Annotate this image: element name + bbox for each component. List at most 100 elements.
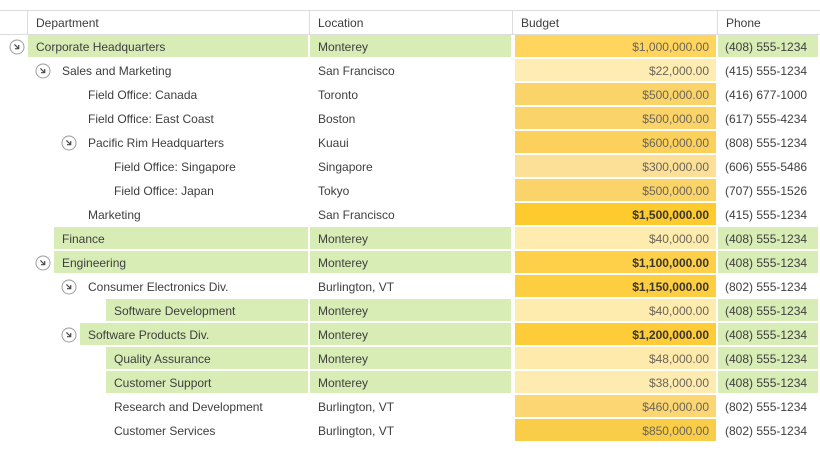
tree-indent: [0, 251, 54, 275]
table-row[interactable]: Consumer Electronics Div. Burlington, VT $…: [0, 275, 820, 299]
location-cell[interactable]: Burlington, VT: [310, 419, 513, 443]
phone-cell[interactable]: (408) 555-1234: [718, 35, 820, 59]
location-cell[interactable]: Monterey: [310, 371, 513, 395]
phone-cell[interactable]: (415) 555-1234: [718, 203, 820, 227]
table-row[interactable]: Field Office: Japan Tokyo $500,000.00 (707)…: [0, 179, 820, 203]
table-row[interactable]: Sales and Marketing San Francisco $22,000.…: [0, 59, 820, 83]
budget-cell[interactable]: $1,100,000.00: [513, 251, 718, 275]
phone-cell[interactable]: (617) 555-4234: [718, 107, 820, 131]
budget-cell[interactable]: $850,000.00: [513, 419, 718, 443]
phone-cell[interactable]: (408) 555-1234: [718, 299, 820, 323]
department-cell[interactable]: Field Office: Singapore: [106, 155, 310, 179]
location-cell[interactable]: Monterey: [310, 323, 513, 347]
table-row[interactable]: Customer Services Burlington, VT $850,000.…: [0, 419, 820, 443]
phone-cell[interactable]: (416) 677-1000: [718, 83, 820, 107]
tree-indent: [0, 323, 80, 347]
budget-cell[interactable]: $600,000.00: [513, 131, 718, 155]
budget-cell[interactable]: $48,000.00: [513, 347, 718, 371]
location-cell[interactable]: Monterey: [310, 251, 513, 275]
tree-indent: [0, 107, 80, 131]
table-row[interactable]: Engineering Monterey $1,100,000.00 (408) 55…: [0, 251, 820, 275]
location-cell[interactable]: Boston: [310, 107, 513, 131]
department-cell[interactable]: Field Office: Canada: [80, 83, 310, 107]
department-cell[interactable]: Software Products Div.: [80, 323, 310, 347]
phone-cell[interactable]: (802) 555-1234: [718, 275, 820, 299]
budget-cell[interactable]: $1,000,000.00: [513, 35, 718, 59]
budget-cell[interactable]: $38,000.00: [513, 371, 718, 395]
collapse-node-icon[interactable]: [9, 39, 25, 55]
location-cell[interactable]: San Francisco: [310, 59, 513, 83]
location-cell[interactable]: Monterey: [310, 347, 513, 371]
budget-cell[interactable]: $500,000.00: [513, 107, 718, 131]
collapse-node-icon[interactable]: [35, 63, 51, 79]
budget-cell[interactable]: $1,500,000.00: [513, 203, 718, 227]
phone-cell[interactable]: (415) 555-1234: [718, 59, 820, 83]
collapse-node-icon[interactable]: [61, 327, 77, 343]
phone-cell[interactable]: (408) 555-1234: [718, 371, 820, 395]
department-cell[interactable]: Quality Assurance: [106, 347, 310, 371]
table-row[interactable]: Software Products Div. Monterey $1,200,000…: [0, 323, 820, 347]
phone-cell[interactable]: (408) 555-1234: [718, 227, 820, 251]
phone-cell[interactable]: (408) 555-1234: [718, 251, 820, 275]
budget-cell[interactable]: $460,000.00: [513, 395, 718, 419]
table-row[interactable]: Software Development Monterey $40,000.00 (4…: [0, 299, 820, 323]
phone-cell[interactable]: (408) 555-1234: [718, 347, 820, 371]
location-cell[interactable]: Kuaui: [310, 131, 513, 155]
location-cell[interactable]: Singapore: [310, 155, 513, 179]
phone-cell[interactable]: (802) 555-1234: [718, 395, 820, 419]
department-cell[interactable]: Corporate Headquarters: [28, 35, 310, 59]
phone-cell[interactable]: (808) 555-1234: [718, 131, 820, 155]
table-row[interactable]: Finance Monterey $40,000.00 (408) 555-1234: [0, 227, 820, 251]
department-cell[interactable]: Field Office: Japan: [106, 179, 310, 203]
department-cell[interactable]: Research and Development: [106, 395, 310, 419]
department-cell[interactable]: Finance: [54, 227, 310, 251]
collapse-node-icon[interactable]: [61, 135, 77, 151]
table-row[interactable]: Corporate Headquarters Monterey $1,000,000…: [0, 35, 820, 59]
department-cell[interactable]: Pacific Rim Headquarters: [80, 131, 310, 155]
budget-cell[interactable]: $1,200,000.00: [513, 323, 718, 347]
department-cell[interactable]: Sales and Marketing: [54, 59, 310, 83]
collapse-node-icon[interactable]: [35, 255, 51, 271]
table-row[interactable]: Field Office: East Coast Boston $500,000.0…: [0, 107, 820, 131]
table-row[interactable]: Marketing San Francisco $1,500,000.00 (415)…: [0, 203, 820, 227]
phone-cell[interactable]: (408) 555-1234: [718, 323, 820, 347]
table-row[interactable]: Customer Support Monterey $38,000.00 (408) …: [0, 371, 820, 395]
department-cell[interactable]: Customer Services: [106, 419, 310, 443]
table-row[interactable]: Quality Assurance Monterey $48,000.00 (408)…: [0, 347, 820, 371]
location-cell[interactable]: Burlington, VT: [310, 395, 513, 419]
location-cell[interactable]: Tokyo: [310, 179, 513, 203]
column-header-phone[interactable]: Phone: [726, 15, 761, 30]
department-cell[interactable]: Consumer Electronics Div.: [80, 275, 310, 299]
phone-cell[interactable]: (707) 555-1526: [718, 179, 820, 203]
table-row[interactable]: Pacific Rim Headquarters Kuaui $600,000.00…: [0, 131, 820, 155]
tree-indent: [0, 155, 106, 179]
phone-cell[interactable]: (606) 555-5486: [718, 155, 820, 179]
budget-cell[interactable]: $300,000.00: [513, 155, 718, 179]
table-row[interactable]: Field Office: Singapore Singapore $300,000…: [0, 155, 820, 179]
department-cell[interactable]: Customer Support: [106, 371, 310, 395]
location-cell[interactable]: Monterey: [310, 227, 513, 251]
budget-cell[interactable]: $40,000.00: [513, 299, 718, 323]
department-cell[interactable]: Marketing: [80, 203, 310, 227]
department-cell[interactable]: Field Office: East Coast: [80, 107, 310, 131]
location-cell[interactable]: Burlington, VT: [310, 275, 513, 299]
budget-cell[interactable]: $500,000.00: [513, 83, 718, 107]
table-row[interactable]: Research and Development Burlington, VT $4…: [0, 395, 820, 419]
budget-cell[interactable]: $22,000.00: [513, 59, 718, 83]
collapse-node-icon[interactable]: [61, 279, 77, 295]
column-header-department[interactable]: Department: [28, 11, 310, 34]
tree-indent: [0, 59, 54, 83]
location-cell[interactable]: Monterey: [310, 299, 513, 323]
phone-cell[interactable]: (802) 555-1234: [718, 419, 820, 443]
location-cell[interactable]: San Francisco: [310, 203, 513, 227]
column-header-location[interactable]: Location: [310, 11, 513, 34]
column-header-budget[interactable]: Budget: [513, 11, 718, 34]
department-cell[interactable]: Engineering: [54, 251, 310, 275]
department-cell[interactable]: Software Development: [106, 299, 310, 323]
location-cell[interactable]: Toronto: [310, 83, 513, 107]
location-cell[interactable]: Monterey: [310, 35, 513, 59]
budget-cell[interactable]: $1,150,000.00: [513, 275, 718, 299]
budget-cell[interactable]: $40,000.00: [513, 227, 718, 251]
table-row[interactable]: Field Office: Canada Toronto $500,000.00 (4…: [0, 83, 820, 107]
budget-cell[interactable]: $500,000.00: [513, 179, 718, 203]
